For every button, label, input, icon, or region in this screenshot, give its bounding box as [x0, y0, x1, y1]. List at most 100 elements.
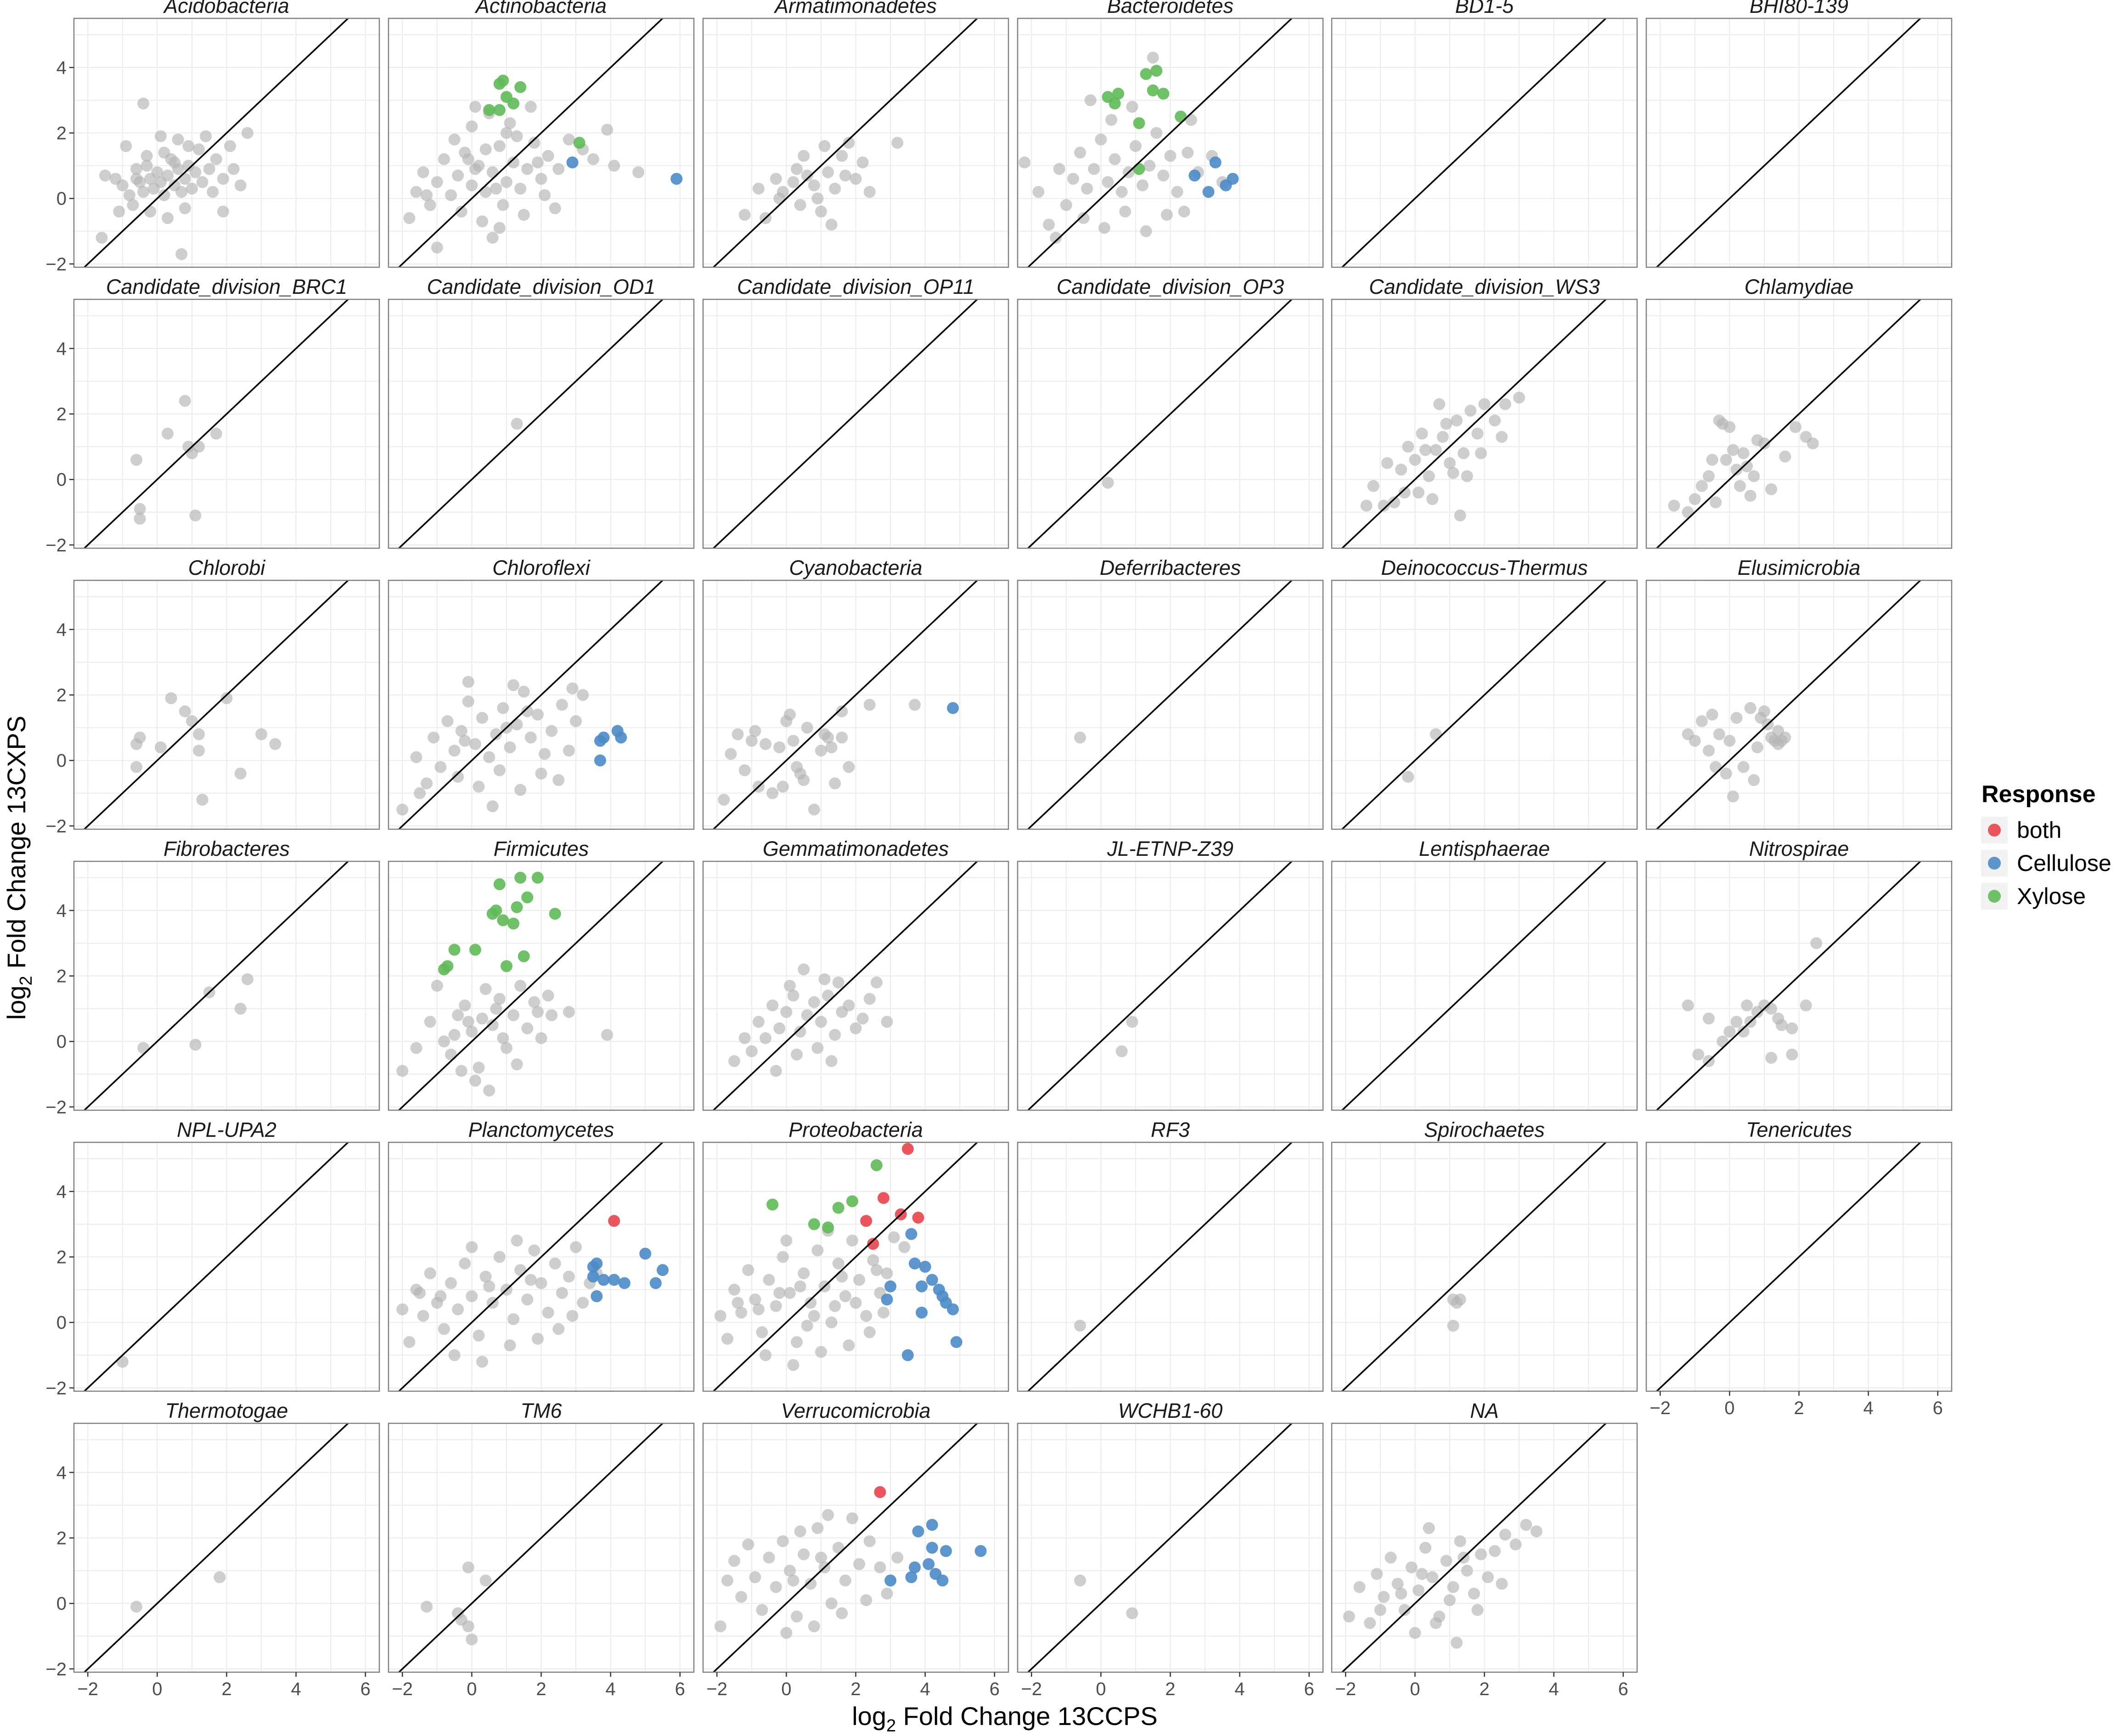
point — [120, 140, 132, 152]
panel-spirochaetes: Spirochaetes — [1331, 1118, 1638, 1392]
point-xylose — [493, 104, 506, 116]
point-cellulose — [1202, 185, 1215, 198]
point — [850, 1022, 862, 1034]
point — [1706, 708, 1718, 721]
point — [1402, 770, 1414, 783]
point-cellulose — [916, 1280, 928, 1292]
point — [836, 1607, 848, 1619]
point — [193, 143, 205, 156]
point — [563, 744, 575, 757]
identity-line — [1655, 861, 1922, 1110]
x-axis-title: log2 Fold Change 13CCPS — [852, 1702, 1158, 1736]
panel-title: Chlamydiae — [1745, 275, 1854, 298]
point-xylose — [846, 1195, 858, 1208]
point — [773, 741, 786, 753]
panel-grid — [1646, 1142, 1952, 1391]
point — [552, 163, 565, 175]
point — [860, 1594, 873, 1607]
point — [1478, 398, 1491, 410]
panel-grid — [1646, 580, 1952, 829]
x-tick-label: 0 — [1096, 1679, 1106, 1699]
point — [1489, 1545, 1501, 1557]
point — [1807, 437, 1819, 449]
point — [1710, 496, 1722, 509]
panel-border — [1017, 17, 1324, 268]
point — [1509, 1538, 1522, 1551]
point — [1019, 156, 1031, 169]
point — [234, 1002, 247, 1015]
point — [1723, 735, 1736, 747]
panel-plot-area — [1341, 299, 1607, 548]
panel-grid — [74, 580, 379, 829]
point — [486, 231, 499, 244]
point — [566, 1309, 579, 1322]
panel-plot-area — [83, 299, 349, 548]
point-xylose — [766, 1198, 779, 1211]
point — [787, 1574, 799, 1587]
point — [552, 1323, 565, 1335]
point — [459, 1257, 471, 1270]
point — [476, 712, 489, 724]
point — [524, 731, 537, 744]
point — [1378, 500, 1390, 512]
panel-grid — [74, 299, 379, 548]
point — [836, 705, 848, 718]
point — [728, 1555, 741, 1567]
panel-title: Cyanobacteria — [789, 556, 922, 579]
panel-border — [1645, 860, 1953, 1111]
point — [745, 1045, 758, 1057]
point-xylose — [1133, 117, 1145, 129]
point — [1433, 398, 1446, 410]
point — [742, 1538, 754, 1551]
point — [1095, 133, 1107, 146]
point — [462, 695, 474, 708]
point — [836, 731, 848, 744]
point — [462, 676, 474, 688]
point — [455, 725, 467, 737]
point — [1343, 1610, 1355, 1623]
point — [1730, 712, 1743, 724]
x-tick-label: 6 — [1933, 1398, 1943, 1418]
point — [528, 137, 540, 149]
point — [732, 1297, 744, 1309]
point — [469, 101, 481, 113]
panel-plot-area — [1655, 18, 1922, 267]
panel-plot-area — [712, 18, 979, 267]
point — [732, 728, 744, 741]
point — [154, 741, 167, 753]
panel-plot-area — [398, 299, 664, 548]
point-xylose — [507, 917, 520, 930]
point — [1077, 212, 1090, 225]
point — [777, 1251, 789, 1263]
point — [158, 146, 170, 159]
point — [490, 1002, 502, 1015]
identity-line — [398, 580, 664, 829]
point — [462, 1620, 474, 1633]
x-tick-label: −2 — [392, 1679, 413, 1699]
panel-grid — [1332, 580, 1637, 829]
point — [137, 97, 150, 110]
point — [1115, 1045, 1128, 1057]
point — [96, 231, 108, 244]
point-both — [877, 1192, 889, 1204]
point — [794, 1525, 806, 1538]
point — [1447, 1320, 1459, 1332]
point — [241, 127, 253, 139]
panel-plot-area — [1655, 299, 1922, 548]
point-cellulose — [908, 1257, 921, 1270]
point — [801, 1320, 813, 1332]
point — [870, 1264, 883, 1276]
panel-grid — [74, 1423, 379, 1672]
point — [1692, 1048, 1705, 1061]
point-xylose — [521, 891, 534, 904]
point — [535, 1032, 547, 1045]
x-tick-label: 4 — [291, 1679, 301, 1699]
panel-title: Thermotogae — [165, 1399, 288, 1422]
point — [396, 1303, 409, 1315]
panel-title: Elusimicrobia — [1738, 556, 1861, 579]
point — [563, 1006, 575, 1018]
point — [825, 1316, 838, 1329]
panel-candidate-division-od1: Candidate_division_OD1 — [388, 275, 695, 549]
point — [891, 137, 904, 149]
point — [760, 738, 772, 750]
